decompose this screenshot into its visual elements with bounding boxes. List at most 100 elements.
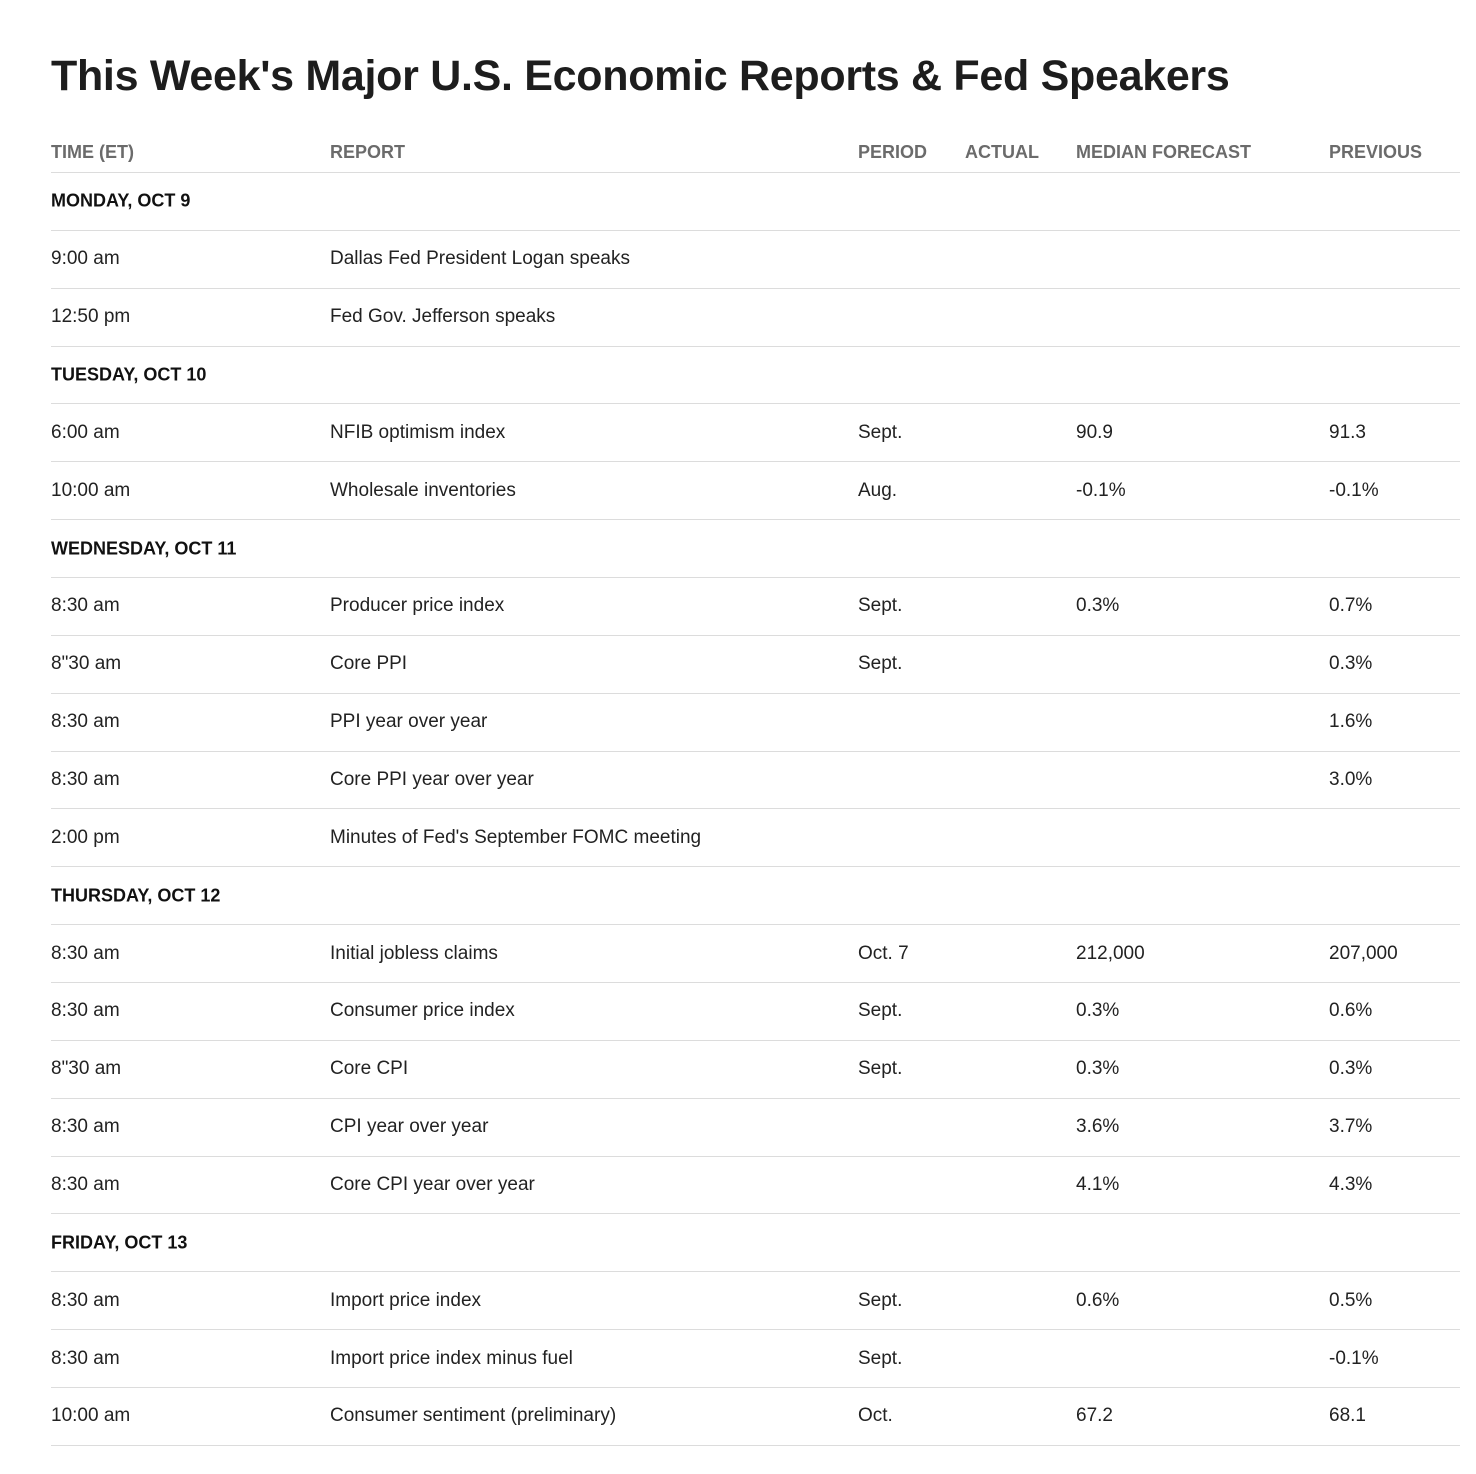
cell-time: 8:30 am bbox=[51, 1116, 120, 1138]
cell-report: Import price index bbox=[330, 1289, 482, 1311]
cell-period: Oct. bbox=[858, 1405, 893, 1427]
cell-report: Core PPI bbox=[330, 653, 408, 675]
table-row: 8:30 am Import price index Sept. 0.6% 0.5% bbox=[51, 1272, 1460, 1331]
cell-report: Core CPI bbox=[330, 1058, 409, 1080]
cell-report: Consumer price index bbox=[330, 1000, 515, 1022]
cell-previous: 207,000 bbox=[1329, 942, 1398, 964]
table-row: 9:00 am Dallas Fed President Logan speaks bbox=[51, 231, 1460, 289]
cell-time: 8:30 am bbox=[51, 942, 120, 964]
table-row: 10:00 am Wholesale inventories Aug. -0.1% -0… bbox=[51, 462, 1460, 521]
cell-time: 8:30 am bbox=[51, 1174, 120, 1196]
cell-time: 8:30 am bbox=[51, 711, 120, 733]
cell-period: Aug. bbox=[858, 479, 898, 501]
cell-report: Fed Gov. Jefferson speaks bbox=[330, 306, 556, 328]
table-row: 8:30 am Initial jobless claims Oct. 7 212,0… bbox=[51, 925, 1460, 984]
table-row: 8:30 am Import price index minus fuel Sept… bbox=[51, 1330, 1460, 1389]
economic-calendar-table: TIME (ET) REPORT PERIOD ACTUAL MEDIAN FO… bbox=[51, 130, 1460, 1446]
cell-report: CPI year over year bbox=[330, 1116, 489, 1138]
cell-time: 8:30 am bbox=[51, 1289, 120, 1311]
day-header-row: TUESDAY, OCT 10 bbox=[51, 347, 1460, 405]
table-row: 8:30 am Core PPI year over year 3.0% bbox=[51, 752, 1460, 810]
cell-forecast: 4.1% bbox=[1076, 1174, 1120, 1196]
cell-time: 8:30 am bbox=[51, 769, 120, 791]
table-row: 6:00 am NFIB optimism index Sept. 90.9 91.3 bbox=[51, 404, 1460, 463]
column-header-median-forecast: MEDIAN FORECAST bbox=[1076, 142, 1251, 162]
cell-period: Sept. bbox=[858, 421, 903, 443]
table-row: 8:30 am PPI year over year 1.6% bbox=[51, 694, 1460, 752]
cell-report: Wholesale inventories bbox=[330, 479, 516, 501]
cell-report: Consumer sentiment (preliminary) bbox=[330, 1405, 617, 1427]
table-row: 8:30 am Core CPI year over year 4.1% 4.3% bbox=[51, 1157, 1460, 1215]
day-label: MONDAY, OCT 9 bbox=[51, 190, 191, 211]
column-header-previous: PREVIOUS bbox=[1329, 142, 1423, 162]
day-label: TUESDAY, OCT 10 bbox=[51, 364, 207, 385]
cell-time: 2:00 pm bbox=[51, 826, 120, 848]
cell-report: Initial jobless claims bbox=[330, 942, 498, 964]
cell-forecast: 90.9 bbox=[1076, 421, 1113, 443]
cell-period: Oct. 7 bbox=[858, 942, 909, 964]
day-header-row: FRIDAY, OCT 13 bbox=[51, 1214, 1460, 1273]
day-header-row: MONDAY, OCT 9 bbox=[51, 173, 1460, 231]
cell-previous: -0.1% bbox=[1329, 1347, 1379, 1369]
cell-time: 6:00 am bbox=[51, 421, 120, 443]
cell-previous: 0.3% bbox=[1329, 1058, 1373, 1080]
cell-time: 8"30 am bbox=[51, 1058, 122, 1080]
cell-forecast: 0.3% bbox=[1076, 1058, 1120, 1080]
cell-period: Sept. bbox=[858, 1000, 903, 1022]
cell-previous: -0.1% bbox=[1329, 479, 1379, 501]
cell-time: 8:30 am bbox=[51, 1347, 120, 1369]
cell-forecast: 0.6% bbox=[1076, 1289, 1120, 1311]
day-header-row: WEDNESDAY, OCT 11 bbox=[51, 520, 1460, 579]
cell-report: Minutes of Fed's September FOMC meeting bbox=[330, 826, 702, 848]
cell-report: PPI year over year bbox=[330, 711, 488, 733]
day-label: WEDNESDAY, OCT 11 bbox=[51, 538, 237, 559]
cell-previous: 4.3% bbox=[1329, 1174, 1373, 1196]
cell-time: 8"30 am bbox=[51, 653, 122, 675]
cell-forecast: 0.3% bbox=[1076, 1000, 1120, 1022]
cell-previous: 0.6% bbox=[1329, 1000, 1373, 1022]
table-row: 8:30 am CPI year over year 3.6% 3.7% bbox=[51, 1099, 1460, 1157]
cell-forecast: 0.3% bbox=[1076, 595, 1120, 617]
table-row: 8:30 am Consumer price index Sept. 0.3% 0.6% bbox=[51, 983, 1460, 1041]
cell-time: 10:00 am bbox=[51, 479, 131, 501]
cell-forecast: -0.1% bbox=[1076, 479, 1126, 501]
cell-time: 8:30 am bbox=[51, 1000, 120, 1022]
cell-period: Sept. bbox=[858, 1289, 903, 1311]
table-row: 2:00 pm Minutes of Fed's September FOMC m… bbox=[51, 809, 1460, 868]
cell-period: Sept. bbox=[858, 653, 903, 675]
cell-previous: 0.5% bbox=[1329, 1289, 1373, 1311]
cell-period: Sept. bbox=[858, 1058, 903, 1080]
table-row: 8"30 am Core CPI Sept. 0.3% 0.3% bbox=[51, 1041, 1460, 1099]
cell-time: 12:50 pm bbox=[51, 306, 131, 328]
cell-previous: 91.3 bbox=[1329, 421, 1366, 443]
day-label: THURSDAY, OCT 12 bbox=[51, 885, 221, 906]
column-header-actual: ACTUAL bbox=[965, 142, 1039, 162]
cell-previous: 3.0% bbox=[1329, 769, 1373, 791]
cell-report: Core PPI year over year bbox=[330, 769, 534, 791]
cell-time: 10:00 am bbox=[51, 1405, 131, 1427]
cell-report: Dallas Fed President Logan speaks bbox=[330, 248, 630, 270]
day-header-row: THURSDAY, OCT 12 bbox=[51, 867, 1460, 926]
table-row: 10:00 am Consumer sentiment (preliminary)… bbox=[51, 1388, 1460, 1446]
page-title: This Week's Major U.S. Economic Reports … bbox=[51, 52, 1230, 100]
cell-previous: 0.3% bbox=[1329, 653, 1373, 675]
cell-report: Core CPI year over year bbox=[330, 1174, 535, 1196]
cell-period: Sept. bbox=[858, 595, 903, 617]
column-header-period: PERIOD bbox=[858, 142, 928, 162]
table-header: TIME (ET) REPORT PERIOD ACTUAL MEDIAN FO… bbox=[51, 130, 1460, 173]
cell-report: NFIB optimism index bbox=[330, 421, 506, 443]
table-row: 8:30 am Producer price index Sept. 0.3% 0.7% bbox=[51, 578, 1460, 636]
cell-forecast: 212,000 bbox=[1076, 942, 1145, 964]
cell-forecast: 3.6% bbox=[1076, 1116, 1120, 1138]
cell-time: 8:30 am bbox=[51, 595, 120, 617]
cell-report: Import price index minus fuel bbox=[330, 1347, 573, 1369]
day-label: FRIDAY, OCT 13 bbox=[51, 1232, 188, 1253]
cell-previous: 0.7% bbox=[1329, 595, 1373, 617]
column-header-time: TIME (ET) bbox=[51, 142, 134, 162]
cell-previous: 1.6% bbox=[1329, 711, 1373, 733]
table-row: 12:50 pm Fed Gov. Jefferson speaks bbox=[51, 289, 1460, 347]
cell-time: 9:00 am bbox=[51, 248, 120, 270]
cell-period: Sept. bbox=[858, 1347, 903, 1369]
cell-previous: 68.1 bbox=[1329, 1405, 1366, 1427]
table-row: 8"30 am Core PPI Sept. 0.3% bbox=[51, 636, 1460, 694]
